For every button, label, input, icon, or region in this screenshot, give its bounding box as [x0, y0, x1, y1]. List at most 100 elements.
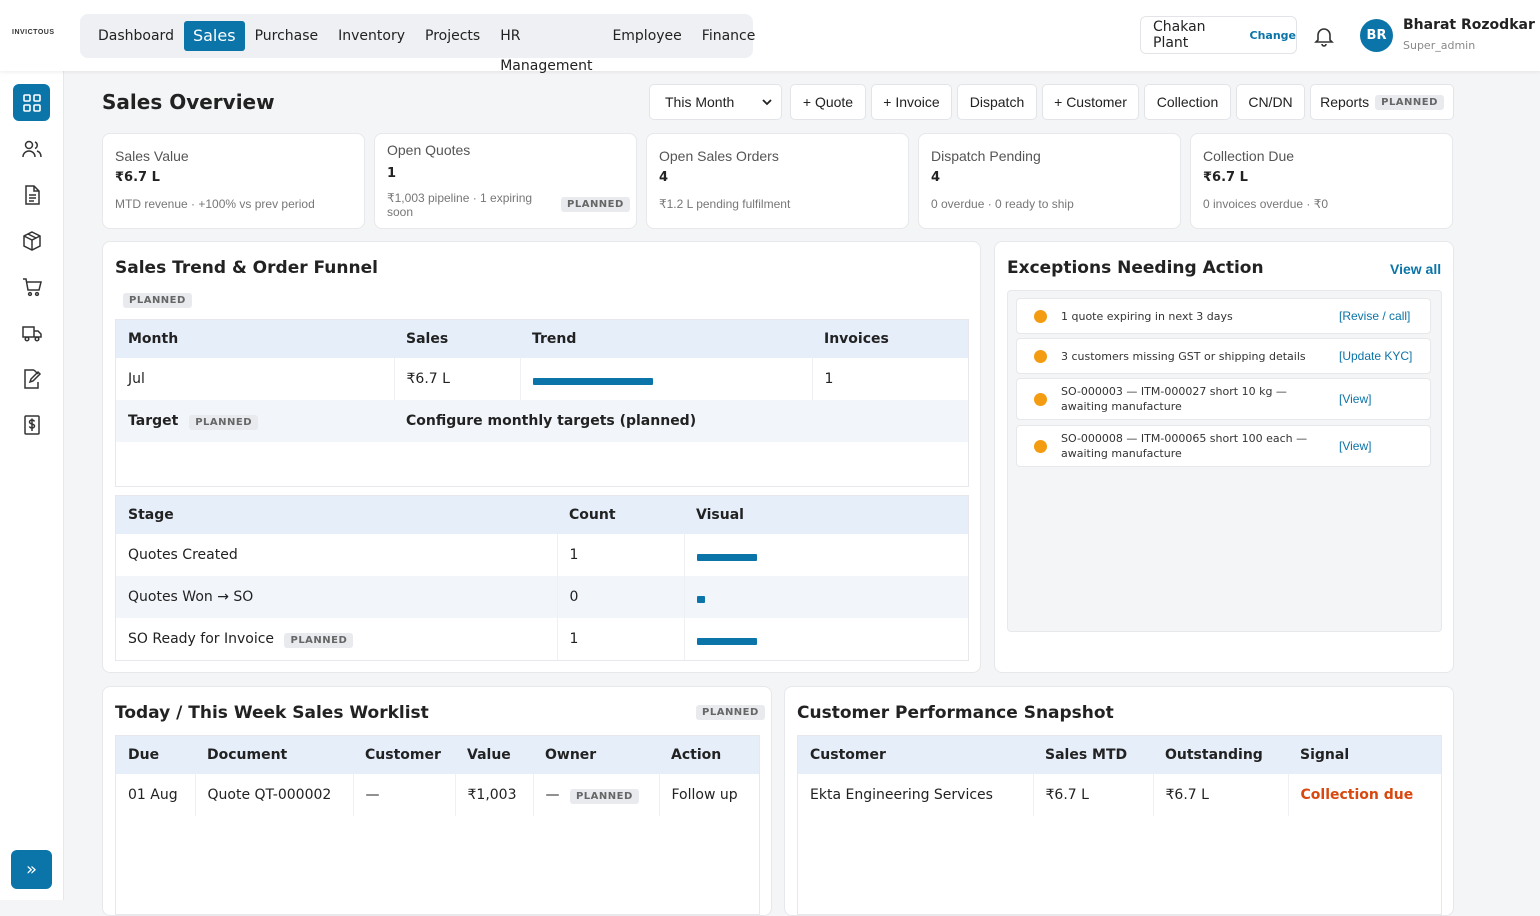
exception-action-link[interactable]: [View] — [1339, 392, 1372, 406]
nav-sales[interactable]: Sales — [183, 21, 245, 51]
edit-document-icon[interactable] — [13, 360, 50, 397]
invoice-dollar-icon[interactable] — [13, 406, 50, 443]
nav-hr-management[interactable]: HR Management — [500, 28, 593, 74]
target-text: Configure monthly targets (planned) — [394, 400, 968, 442]
column-header: Value — [455, 736, 533, 774]
kpi-subtext: MTD revenue · +100% vs prev period — [115, 197, 315, 211]
plant-change-link[interactable]: Change — [1249, 28, 1297, 42]
package-icon[interactable] — [13, 222, 50, 259]
planned-badge: PLANNED — [123, 293, 192, 308]
column-header: Signal — [1288, 736, 1441, 774]
kpi-collection-due[interactable]: Collection Due ₹6.7 L 0 invoices overdue… — [1190, 133, 1453, 229]
stage-cell: Quotes Created — [116, 534, 558, 576]
view-all-link[interactable]: View all — [1390, 261, 1442, 277]
kpi-value: ₹6.7 L — [115, 170, 160, 185]
column-header: Count — [557, 496, 684, 534]
exception-action-link[interactable]: [Revise / call] — [1339, 309, 1411, 323]
document-icon[interactable] — [13, 176, 50, 213]
count-cell: 0 — [557, 576, 685, 618]
kpi-open-sales-orders[interactable]: Open Sales Orders 4 ₹1.2 L pending fulfi… — [646, 133, 909, 229]
exception-item: 3 customers missing GST or shipping deta… — [1016, 338, 1431, 374]
planned-badge: PLANNED — [561, 197, 630, 212]
plant-name: Chakan Plant — [1153, 19, 1206, 51]
table-row[interactable]: 01 Aug Quote QT-000002 — ₹1,003 — PLANNE… — [116, 774, 759, 816]
planned-badge: PLANNED — [189, 414, 258, 430]
exception-action-link[interactable]: [View] — [1339, 439, 1372, 453]
main-nav: Dashboard Sales Purchase Inventory Proje… — [80, 14, 755, 74]
worklist-table: Due Document Customer Value Owner Action… — [115, 735, 760, 915]
column-header: Due — [116, 736, 195, 774]
column-header: Month — [116, 320, 394, 358]
kpi-title: Open Quotes — [387, 142, 471, 158]
exception-action-link[interactable]: [Update KYC] — [1339, 349, 1413, 363]
customer-cell: — — [353, 774, 456, 816]
customer-snapshot-card: Customer Performance Snapshot Customer S… — [784, 686, 1454, 916]
kpi-sales-value[interactable]: Sales Value ₹6.7 L MTD revenue · +100% v… — [102, 133, 365, 229]
truck-icon[interactable] — [13, 314, 50, 351]
stage-cell: SO Ready for Invoice PLANNED — [116, 618, 558, 660]
kpi-dispatch-pending[interactable]: Dispatch Pending 4 0 overdue · 0 ready t… — [918, 133, 1181, 229]
users-icon[interactable] — [13, 130, 50, 167]
nav-employee[interactable]: Employee — [612, 28, 682, 44]
target-label: Target — [128, 412, 179, 429]
add-invoice-button[interactable]: + Invoice — [871, 84, 952, 120]
warning-dot-icon — [1034, 310, 1047, 323]
reports-button[interactable]: Reports PLANNED — [1310, 84, 1454, 120]
value-cell: ₹1,003 — [455, 774, 534, 816]
add-customer-button[interactable]: + Customer — [1042, 84, 1139, 120]
period-select-value: This Month — [665, 94, 735, 110]
kpi-title: Open Sales Orders — [659, 148, 779, 164]
avatar[interactable]: BR — [1360, 19, 1393, 52]
period-select[interactable]: This Month — [649, 84, 782, 120]
trend-bar — [532, 377, 653, 385]
nav-dashboard[interactable]: Dashboard — [98, 28, 174, 44]
table-row: Jul ₹6.7 L 1 — [116, 358, 968, 400]
nav-inventory[interactable]: Inventory — [338, 28, 406, 44]
exception-text: 1 quote expiring in next 3 days — [1061, 310, 1233, 323]
owner-value: — — [545, 786, 560, 803]
funnel-bar — [696, 595, 705, 603]
table-row: Quotes Won → SO 0 — [116, 576, 968, 618]
planned-badge: PLANNED — [1375, 94, 1444, 110]
visual-cell — [684, 618, 968, 660]
nav-projects[interactable]: Projects — [425, 28, 481, 44]
exception-text: 3 customers missing GST or shipping deta… — [1061, 350, 1306, 363]
funnel-bar — [696, 637, 757, 645]
plant-selector[interactable]: Chakan Plant Change — [1140, 16, 1297, 54]
warning-dot-icon — [1034, 393, 1047, 406]
month-cell: Jul — [116, 358, 395, 400]
user-name: Bharat Rozodkar — [1403, 17, 1535, 33]
collection-button[interactable]: Collection — [1144, 84, 1231, 120]
nav-finance[interactable]: Finance — [701, 28, 756, 44]
kpi-title: Collection Due — [1203, 148, 1295, 164]
column-header: Sales — [394, 320, 520, 358]
column-header: Trend — [520, 320, 812, 358]
column-header: Action — [659, 736, 759, 774]
stage-cell: Quotes Won → SO — [116, 576, 558, 618]
exception-item: SO-000008 — ITM-000065 short 100 each — … — [1016, 425, 1431, 467]
document-cell[interactable]: Quote QT-000002 — [195, 774, 354, 816]
signal-cell: Collection due — [1300, 787, 1414, 803]
dashboard-icon[interactable] — [13, 84, 50, 121]
table-row[interactable]: Ekta Engineering Services ₹6.7 L ₹6.7 L … — [798, 774, 1441, 816]
due-cell: 01 Aug — [116, 774, 196, 816]
column-header: Customer — [353, 736, 455, 774]
sales-trend-card: Sales Trend & Order Funnel PLANNED Month… — [102, 241, 981, 673]
planned-badge: PLANNED — [696, 705, 765, 720]
customer-cell[interactable]: Ekta Engineering Services — [798, 774, 1034, 816]
expand-sidebar-button[interactable]: » — [11, 850, 52, 889]
dispatch-button[interactable]: Dispatch — [957, 84, 1037, 120]
cn-dn-button[interactable]: CN/DN — [1236, 84, 1305, 120]
table-row: SO Ready for Invoice PLANNED 1 — [116, 618, 968, 660]
trend-table: Month Sales Trend Invoices Jul ₹6.7 L 1 … — [115, 319, 969, 487]
cart-icon[interactable] — [13, 268, 50, 305]
kpi-value: 1 — [387, 166, 397, 181]
action-cell[interactable]: Follow up — [671, 787, 738, 803]
bell-icon[interactable] — [1312, 24, 1336, 48]
add-quote-button[interactable]: + Quote — [790, 84, 866, 120]
nav-purchase[interactable]: Purchase — [254, 28, 319, 44]
brand-logo[interactable]: INVICTOUS — [12, 29, 55, 36]
kpi-title: Sales Value — [115, 148, 189, 164]
kpi-subtext: ₹1.2 L pending fulfilment — [659, 197, 791, 211]
kpi-open-quotes[interactable]: Open Quotes 1 ₹1,003 pipeline · 1 expiri… — [374, 133, 637, 229]
